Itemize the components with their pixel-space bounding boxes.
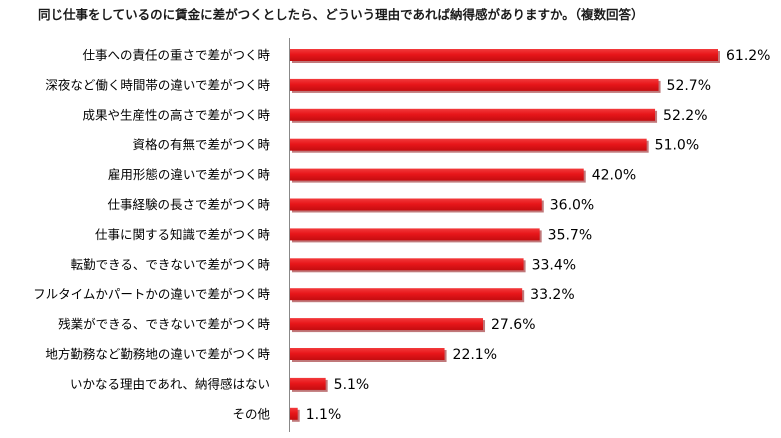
bar <box>290 49 718 61</box>
bar <box>290 78 659 91</box>
chart-title: 同じ仕事をしているのに賃金に差がつくとしたら、どういう理由であれば納得感がありま… <box>38 7 644 22</box>
value-labels: 61.2% 52.7% 52.2% 51.0% 42.0% 36.0% 35.7% 33.4%… <box>306 48 771 423</box>
category-label: その他 <box>232 406 270 421</box>
category-label: 仕事への責任の重さで差がつく時 <box>82 48 270 63</box>
bar <box>290 407 298 420</box>
category-label: フルタイムかパートかの違いで差がつく時 <box>33 287 270 302</box>
bar <box>290 108 656 121</box>
category-label: 仕事に関する知識で差がつく時 <box>95 227 271 242</box>
category-label: 深夜など働く時間帯の違いで差がつく時 <box>45 77 270 92</box>
value-label: 52.2% <box>663 108 707 124</box>
category-label: 成果や生産性の高さで差がつく時 <box>82 107 270 122</box>
value-label: 61.2% <box>726 48 770 64</box>
value-label: 35.7% <box>548 227 592 243</box>
value-label: 33.4% <box>532 257 576 273</box>
bar <box>290 348 445 360</box>
category-label: 雇用形態の違いで差がつく時 <box>108 167 271 182</box>
category-label: 転勤できる、できないで差がつく時 <box>71 257 271 272</box>
category-label: 仕事経験の長さで差がつく時 <box>107 197 270 212</box>
category-labels: 仕事への責任の重さで差がつく時深夜など働く時間帯の違いで差がつく時成果や生産性の… <box>33 48 270 422</box>
bar <box>290 228 540 241</box>
bars <box>290 49 718 420</box>
bar <box>290 138 647 151</box>
bar <box>290 198 542 211</box>
value-label: 51.0% <box>655 138 699 154</box>
value-label: 5.1% <box>334 377 370 393</box>
category-label: 資格の有無で差がつく時 <box>132 137 270 152</box>
bar <box>290 288 523 301</box>
bar <box>290 258 524 271</box>
value-label: 36.0% <box>550 198 594 214</box>
category-label: 地方勤務など勤務地の違いで差がつく時 <box>45 347 270 362</box>
value-label: 52.7% <box>667 78 711 94</box>
bar <box>290 377 326 390</box>
value-label: 33.2% <box>530 287 574 303</box>
bar <box>290 168 584 181</box>
bar <box>290 318 484 331</box>
value-label: 22.1% <box>453 347 497 363</box>
category-label: いかなる理由であれ、納得感はない <box>70 376 270 391</box>
value-label: 27.6% <box>491 317 535 333</box>
category-label: 残業ができる、できないで差がつく時 <box>58 317 270 332</box>
value-label: 42.0% <box>592 168 636 184</box>
value-label: 1.1% <box>306 407 342 423</box>
